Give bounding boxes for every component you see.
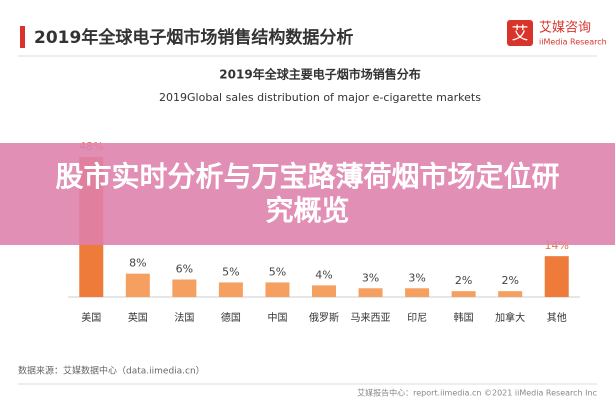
x-tick-label: 法国 (174, 311, 194, 324)
title-accent (20, 26, 25, 48)
bar (312, 285, 336, 297)
bar (498, 291, 523, 297)
logo-sub: iiMedia Research (539, 38, 607, 47)
value-label: 2% (455, 274, 472, 287)
logo-name: 艾媒咨询 (539, 21, 591, 36)
x-tick-label: 中国 (267, 311, 287, 324)
value-label: 6% (176, 263, 193, 276)
x-tick-label: 韩国 (454, 311, 474, 324)
chart-title: 2019年全球主要电子烟市场销售分布 (219, 67, 420, 82)
chart-subtitle: 2019Global sales distribution of major e… (159, 91, 481, 104)
logo-icon-bg (507, 20, 533, 46)
footer: 艾媒报告中心：report.iimedia.cn ©2021 iiMedia R… (357, 388, 597, 398)
source: 数据来源：艾媒数据中心（data.iimedia.cn） (18, 365, 205, 377)
value-label: 8% (129, 257, 146, 270)
value-label: 4% (315, 268, 332, 281)
x-tick-label: 马来西亚 (351, 312, 391, 324)
value-label: 5% (269, 265, 286, 278)
x-tick-label: 加拿大 (495, 311, 525, 324)
x-tick-label: 美国 (81, 311, 101, 324)
logo-icon: 艾 (512, 24, 529, 44)
x-tick-label: 德国 (221, 311, 241, 324)
bar (265, 282, 290, 297)
banner: 股市实时分析与万宝路薄荷烟市场定位研究概览 (0, 143, 615, 245)
bar (218, 282, 243, 297)
x-tick-label: 英国 (128, 311, 148, 324)
value-label: 5% (222, 265, 239, 278)
banner-text: 股市实时分析与万宝路薄荷烟市场定位研究概览 (55, 160, 560, 227)
header-title: 2019年全球电子烟市场销售结构数据分析 (34, 27, 353, 48)
x-tick-label: 俄罗斯 (309, 311, 339, 324)
bar (358, 288, 383, 297)
value-label: 3% (408, 271, 425, 284)
value-label: 2% (501, 274, 518, 287)
value-label: 3% (362, 271, 379, 284)
bar (125, 273, 150, 297)
bar (405, 288, 430, 297)
x-tick-label: 其他 (547, 311, 567, 324)
bar (544, 256, 569, 297)
x-tick-label: 印尼 (407, 312, 427, 324)
bar (172, 279, 197, 297)
bar (451, 291, 476, 297)
